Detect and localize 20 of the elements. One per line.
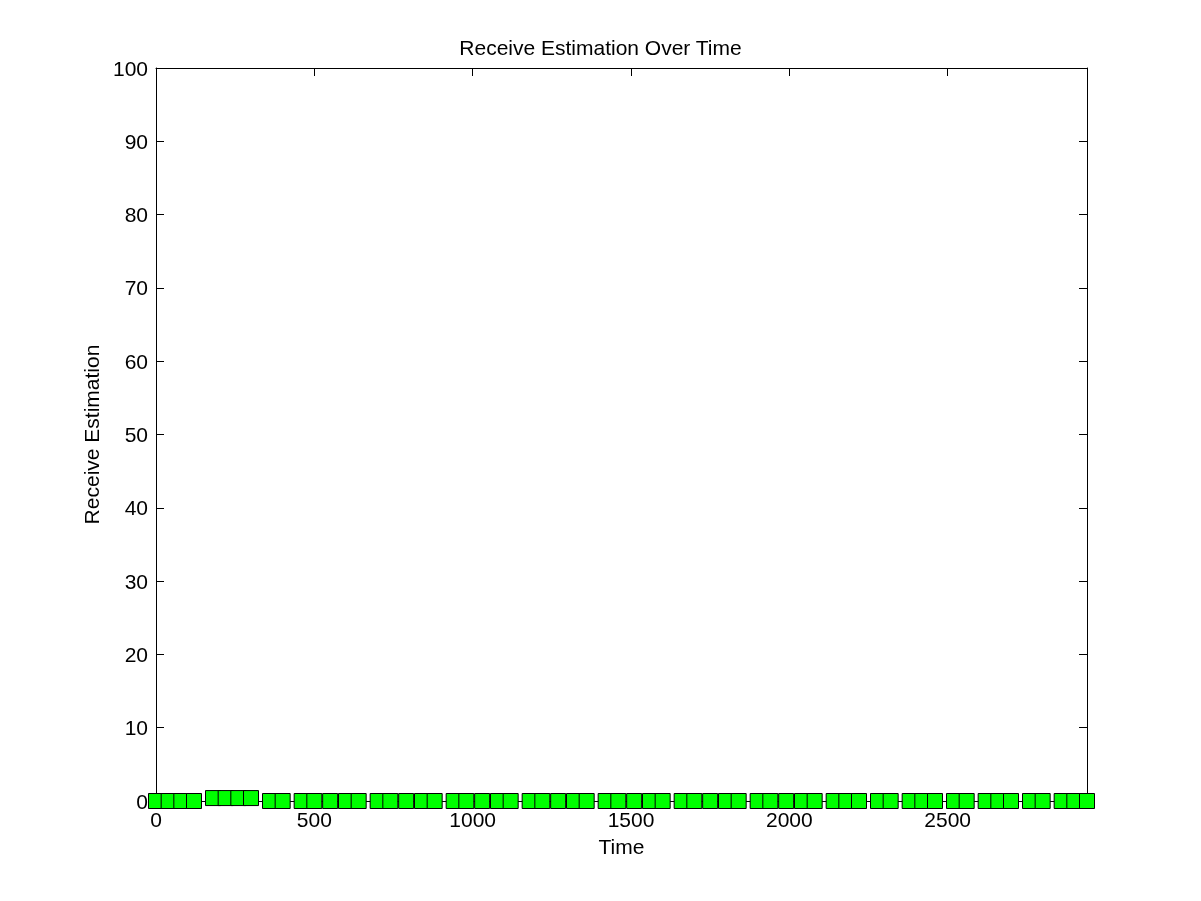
y-tick-label: 100 [112, 56, 148, 80]
y-tick-label: 50 [124, 423, 148, 446]
y-tick-label: 70 [124, 276, 148, 300]
x-tick-label: 1000 [449, 808, 497, 831]
y-tick-label: 20 [124, 642, 148, 666]
y-tick-label: 80 [124, 203, 148, 227]
y-tick-label: 10 [124, 716, 148, 740]
y-tick-label: 0 [136, 789, 148, 813]
chart-title: Receive Estimation Over Time [459, 36, 742, 59]
x-axis-title: Time [598, 835, 645, 858]
y-axis-title: Receive Estimation [80, 344, 104, 525]
y-tick-label: 90 [124, 129, 148, 153]
x-tick-label: 2000 [765, 808, 813, 831]
x-tick-label: 0 [150, 808, 162, 831]
x-tick-label: 500 [296, 808, 332, 831]
y-tick-label: 60 [124, 349, 148, 373]
y-tick-label: 40 [124, 496, 148, 520]
y-tick-label: 30 [124, 569, 148, 593]
x-tick-label: 2500 [924, 808, 972, 831]
x-tick-label: 1500 [607, 808, 655, 831]
